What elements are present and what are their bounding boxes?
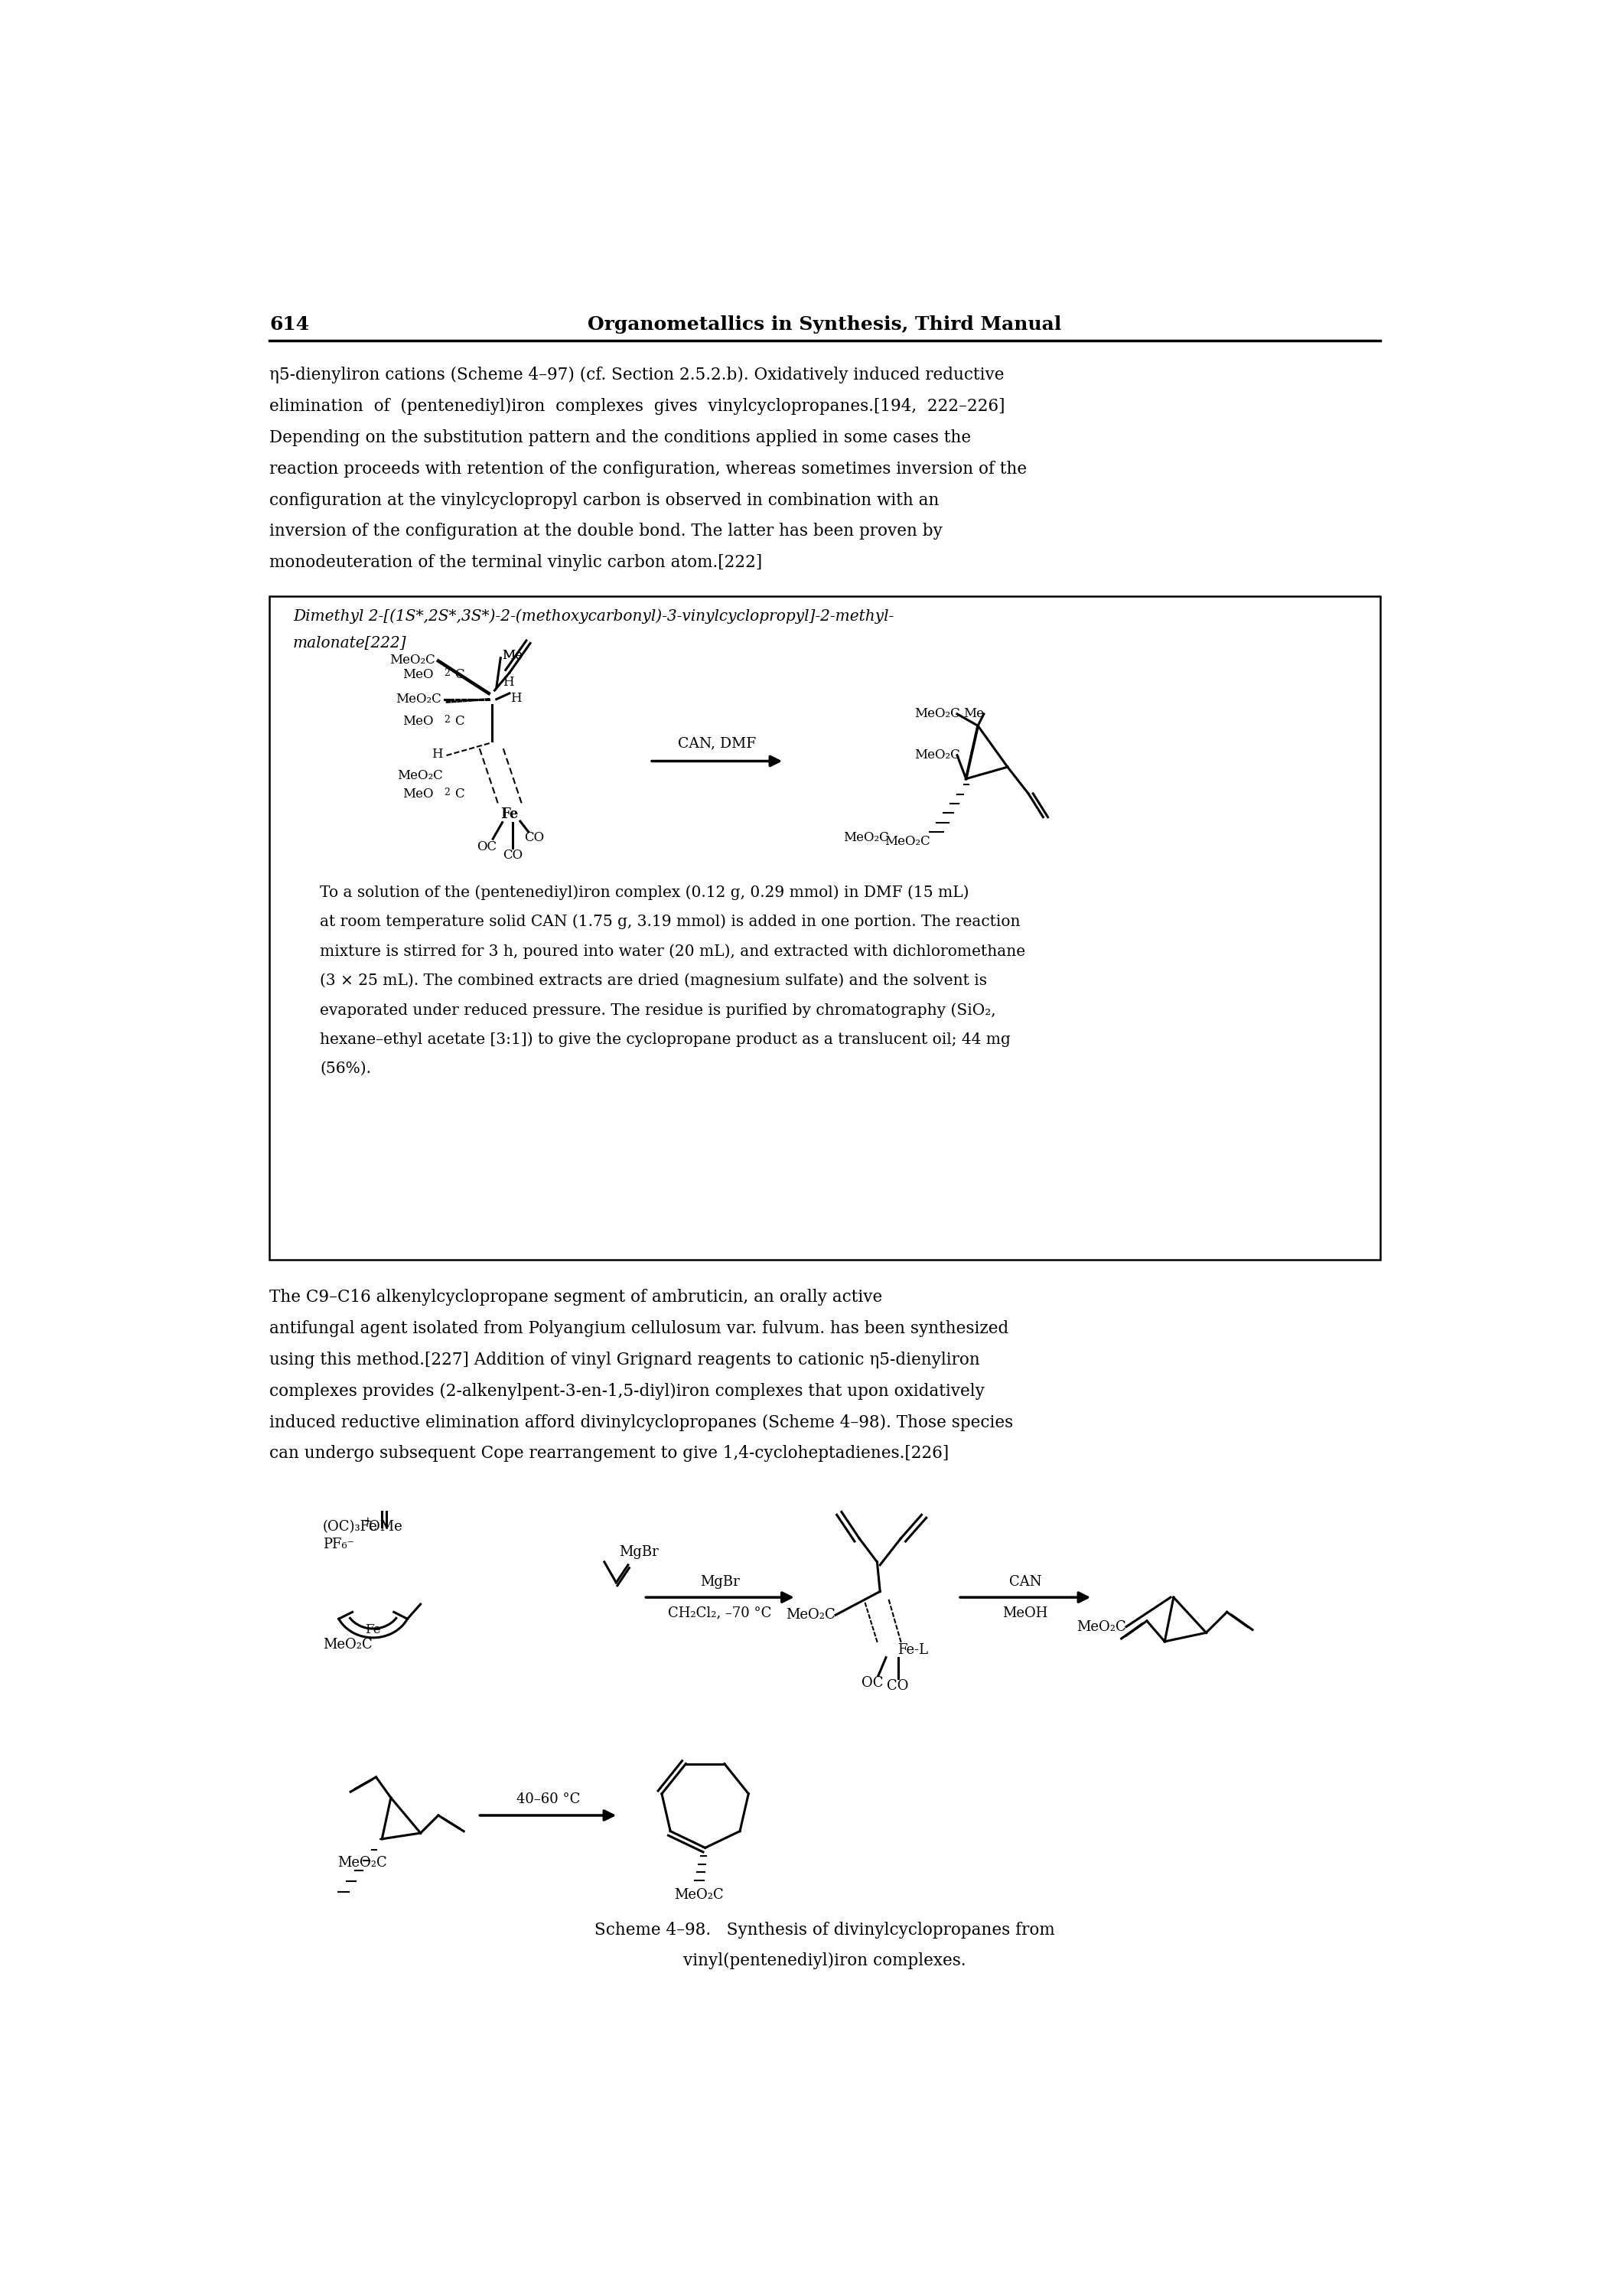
Text: MeO: MeO — [402, 668, 434, 682]
Text: MeO₂C: MeO₂C — [338, 1855, 388, 1869]
Bar — [269, 597, 1381, 1261]
Text: MeO₂C: MeO₂C — [885, 836, 930, 847]
Text: CAN, DMF: CAN, DMF — [677, 737, 756, 751]
Text: CAN: CAN — [1009, 1575, 1041, 1589]
Text: Me: Me — [502, 650, 523, 661]
Text: C: C — [454, 668, 463, 682]
Text: Me: Me — [502, 650, 523, 661]
Text: MeO: MeO — [402, 714, 434, 728]
Text: C: C — [454, 788, 463, 801]
Text: The C9–C16 alkenylcyclopropane segment of ambruticin, an orally active: The C9–C16 alkenylcyclopropane segment o… — [269, 1288, 882, 1306]
Text: Organometallics in Synthesis, Third Manual: Organometallics in Synthesis, Third Manu… — [587, 315, 1062, 333]
Text: complexes provides (2-alkenylpent-3-en-1,5-diyl)iron complexes that upon oxidati: complexes provides (2-alkenylpent-3-en-1… — [269, 1382, 985, 1401]
Text: malonate[222]: malonate[222] — [293, 636, 407, 650]
Text: To a solution of the (pentenediyl)iron complex (0.12 g, 0.29 mmol) in DMF (15 mL: To a solution of the (pentenediyl)iron c… — [320, 884, 969, 900]
Text: mixture is stirred for 3 h, poured into water (20 mL), and extracted with dichlo: mixture is stirred for 3 h, poured into … — [320, 944, 1025, 960]
Text: evaporated under reduced pressure. The residue is purified by chromatography (Si: evaporated under reduced pressure. The r… — [320, 1003, 996, 1017]
Text: using this method.[227] Addition of vinyl Grignard reagents to cationic η5-dieny: using this method.[227] Addition of viny… — [269, 1352, 980, 1368]
Text: at room temperature solid CAN (1.75 g, 3.19 mmol) is added in one portion. The r: at room temperature solid CAN (1.75 g, 3… — [320, 914, 1020, 930]
Text: MeO₂C: MeO₂C — [914, 707, 961, 721]
Text: 40–60 °C: 40–60 °C — [516, 1793, 579, 1807]
Text: MeO₂C: MeO₂C — [1076, 1621, 1126, 1635]
Text: Dimethyl 2-[(1S*,2S*,3S*)-2-(methoxycarbonyl)-3-vinylcyclopropyl]-2-methyl-: Dimethyl 2-[(1S*,2S*,3S*)-2-(methoxycarb… — [293, 608, 895, 625]
Text: MeO₂C: MeO₂C — [843, 831, 888, 845]
Text: η5-dienyliron cations (Scheme 4–97) (cf. Section 2.5.2.b). Oxidatively induced r: η5-dienyliron cations (Scheme 4–97) (cf.… — [269, 367, 1004, 383]
Text: monodeuteration of the terminal vinylic carbon atom.[222]: monodeuteration of the terminal vinylic … — [269, 553, 763, 572]
Text: MeO₂C: MeO₂C — [787, 1607, 835, 1621]
Text: H: H — [431, 748, 442, 760]
Text: (3 × 25 mL). The combined extracts are dried (magnesium sulfate) and the solvent: (3 × 25 mL). The combined extracts are d… — [320, 974, 986, 987]
Text: MeO₂C: MeO₂C — [674, 1887, 724, 1901]
Text: antifungal agent isolated from Polyangium cellulosum var. fulvum. has been synth: antifungal agent isolated from Polyangiu… — [269, 1320, 1009, 1336]
Text: MgBr: MgBr — [619, 1545, 658, 1559]
Text: (56%).: (56%). — [320, 1061, 372, 1077]
Text: MeO₂C: MeO₂C — [389, 654, 436, 666]
Text: 2: 2 — [444, 668, 451, 677]
Text: hexane–ethyl acetate [3:1]) to give the cyclopropane product as a translucent oi: hexane–ethyl acetate [3:1]) to give the … — [320, 1033, 1010, 1047]
Text: Me: Me — [964, 707, 983, 721]
Text: can undergo subsequent Cope rearrangement to give 1,4-cycloheptadienes.[226]: can undergo subsequent Cope rearrangemen… — [269, 1444, 949, 1463]
Text: CO: CO — [502, 850, 523, 861]
Text: C: C — [454, 714, 463, 728]
Text: OMe: OMe — [368, 1520, 402, 1534]
Text: +: + — [364, 1515, 372, 1527]
Text: H: H — [510, 691, 521, 705]
Text: MeO₂C: MeO₂C — [396, 693, 441, 705]
Text: Fe: Fe — [365, 1623, 381, 1637]
Text: (OC)₃Fe: (OC)₃Fe — [323, 1520, 378, 1534]
Text: configuration at the vinylcyclopropyl carbon is observed in combination with an: configuration at the vinylcyclopropyl ca… — [269, 491, 940, 510]
Text: CH₂Cl₂, –70 °C: CH₂Cl₂, –70 °C — [668, 1607, 772, 1621]
Text: MeO: MeO — [402, 788, 434, 801]
Text: OC: OC — [476, 840, 497, 854]
Text: PF₆⁻: PF₆⁻ — [323, 1538, 354, 1552]
Text: MgBr: MgBr — [700, 1575, 740, 1589]
Text: MeOH: MeOH — [1002, 1607, 1047, 1621]
Text: OC: OC — [861, 1676, 883, 1690]
Text: elimination  of  (pentenediyl)iron  complexes  gives  vinylcyclopropanes.[194,  : elimination of (pentenediyl)iron complex… — [269, 397, 1006, 416]
Text: H: H — [502, 675, 513, 689]
Text: MeO₂C: MeO₂C — [914, 748, 961, 762]
Text: Scheme 4–98.   Synthesis of divinylcyclopropanes from: Scheme 4–98. Synthesis of divinylcyclopr… — [594, 1922, 1054, 1938]
Text: 2: 2 — [444, 788, 451, 797]
Text: MeO₂C: MeO₂C — [397, 769, 442, 783]
Text: reaction proceeds with retention of the configuration, whereas sometimes inversi: reaction proceeds with retention of the … — [269, 461, 1027, 478]
Text: inversion of the configuration at the double bond. The latter has been proven by: inversion of the configuration at the do… — [269, 523, 943, 540]
Text: 614: 614 — [269, 315, 309, 333]
Text: 2: 2 — [444, 714, 451, 726]
Text: Depending on the substitution pattern and the conditions applied in some cases t: Depending on the substitution pattern an… — [269, 429, 970, 445]
Text: CO: CO — [525, 831, 544, 845]
Text: Fe: Fe — [500, 808, 518, 822]
Text: vinyl(pentenediyl)iron complexes.: vinyl(pentenediyl)iron complexes. — [682, 1952, 965, 1970]
Text: CO: CO — [887, 1678, 909, 1692]
Text: Fe-L: Fe-L — [898, 1644, 928, 1658]
Text: MeO₂C: MeO₂C — [323, 1637, 372, 1651]
Text: induced reductive elimination afford divinylcyclopropanes (Scheme 4–98). Those s: induced reductive elimination afford div… — [269, 1414, 1014, 1430]
